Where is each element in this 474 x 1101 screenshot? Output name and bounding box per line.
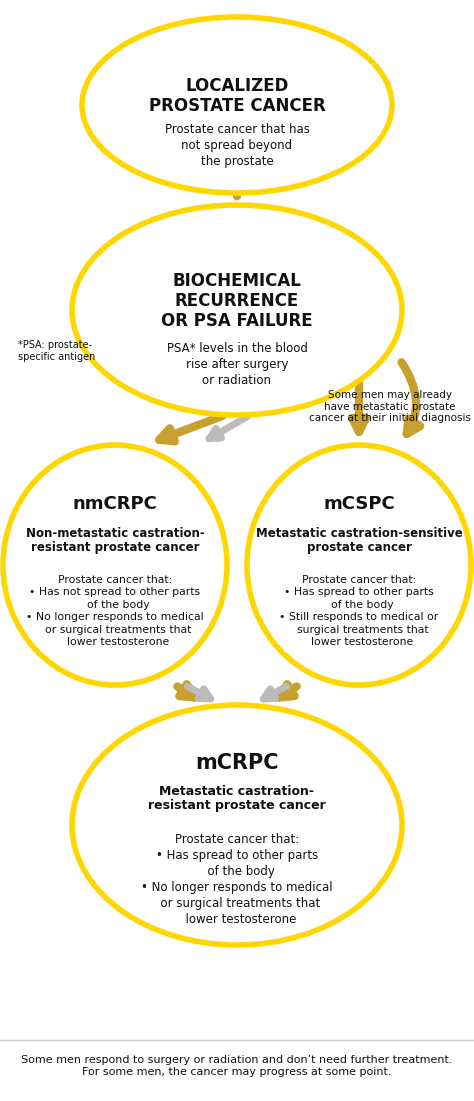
Ellipse shape <box>3 445 227 685</box>
Ellipse shape <box>82 17 392 193</box>
Ellipse shape <box>72 205 402 415</box>
Text: BIOCHEMICAL
RECURRENCE
OR PSA FAILURE: BIOCHEMICAL RECURRENCE OR PSA FAILURE <box>161 272 313 330</box>
Text: Some men respond to surgery or radiation and don’t need further treatment.
For s: Some men respond to surgery or radiation… <box>21 1055 453 1077</box>
Text: Prostate cancer that has
not spread beyond
the prostate: Prostate cancer that has not spread beyo… <box>164 123 310 168</box>
Text: *PSA: prostate-
specific antigen: *PSA: prostate- specific antigen <box>18 340 95 361</box>
Text: Non-metastatic castration-
resistant prostate cancer: Non-metastatic castration- resistant pro… <box>26 527 204 555</box>
Text: PSA* levels in the blood
rise after surgery
or radiation: PSA* levels in the blood rise after surg… <box>166 342 308 386</box>
Text: mCSPC: mCSPC <box>323 495 395 513</box>
Text: LOCALIZED
PROSTATE CANCER: LOCALIZED PROSTATE CANCER <box>149 77 325 116</box>
Text: Prostate cancer that:
• Has not spread to other parts
  of the body
• No longer : Prostate cancer that: • Has not spread t… <box>26 575 204 647</box>
Ellipse shape <box>247 445 471 685</box>
Text: mCRPC: mCRPC <box>195 753 279 773</box>
Text: Prostate cancer that:
• Has spread to other parts
  of the body
• Still responds: Prostate cancer that: • Has spread to ot… <box>279 575 438 647</box>
Text: nmCRPC: nmCRPC <box>73 495 157 513</box>
Ellipse shape <box>72 705 402 945</box>
Text: Prostate cancer that:
• Has spread to other parts
  of the body
• No longer resp: Prostate cancer that: • Has spread to ot… <box>141 833 333 926</box>
Text: Metastatic castration-sensitive
prostate cancer: Metastatic castration-sensitive prostate… <box>255 527 462 555</box>
Text: Metastatic castration-
resistant prostate cancer: Metastatic castration- resistant prostat… <box>148 785 326 813</box>
Text: Some men may already
have metastatic prostate
cancer at their initial diagnosis: Some men may already have metastatic pro… <box>309 390 471 423</box>
